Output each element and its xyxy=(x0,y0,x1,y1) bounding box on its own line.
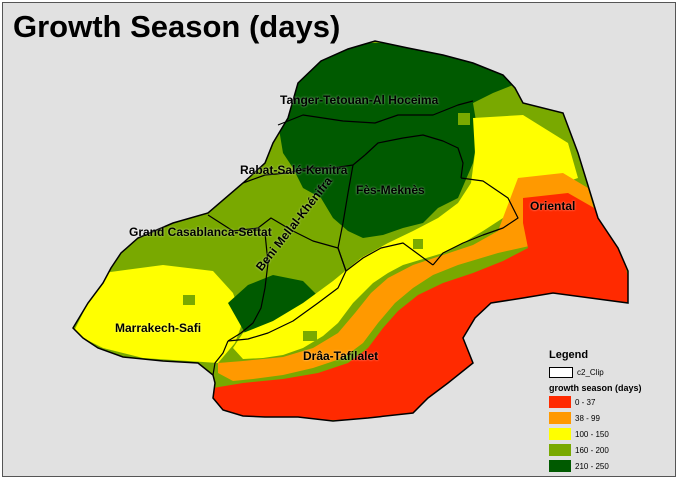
legend-swatch xyxy=(549,460,571,472)
legend-title: Legend xyxy=(549,349,589,361)
legend-class-item: 100 - 150 xyxy=(549,428,674,440)
legend-class-label: 0 - 37 xyxy=(575,397,596,407)
map-title: Growth Season (days) xyxy=(13,9,341,44)
legend-boundary-entry: c2_Clip xyxy=(549,367,674,378)
legend-swatch xyxy=(549,444,571,456)
legend: Legend c2_Clip growth season (days) 0 - … xyxy=(549,349,674,476)
map-frame: Growth Season (days) xyxy=(2,2,676,477)
region-label-tanger: Tanger-Tetouan-Al Hoceima xyxy=(280,93,439,107)
region-boundaries xyxy=(207,100,519,376)
legend-class-label: 160 - 200 xyxy=(575,445,609,455)
legend-subtitle: growth season (days) xyxy=(549,383,642,393)
legend-classes: 0 - 37 38 - 99 100 - 150 160 - 200 210 - 250 xyxy=(549,396,674,472)
region-label-marrakech: Marrakech-Safi xyxy=(115,321,202,335)
legend-class-label: 38 - 99 xyxy=(575,413,600,423)
legend-class-item: 210 - 250 xyxy=(549,460,674,472)
boundary-swatch xyxy=(549,367,573,378)
legend-class-item: 0 - 37 xyxy=(549,396,674,408)
map-canvas xyxy=(72,40,629,422)
legend-swatch xyxy=(549,428,571,440)
boundary-label: c2_Clip xyxy=(577,368,604,377)
legend-swatch xyxy=(549,412,571,424)
region-label-draa: Drâa-Tafilalet xyxy=(303,349,379,363)
region-label-fes: Fès-Meknès xyxy=(356,183,425,197)
region-label-rabat: Rabat-Salé-Kenitra xyxy=(240,163,348,177)
legend-class-label: 210 - 250 xyxy=(575,461,609,471)
region-label-casablanca: Grand Casablanca-Settat xyxy=(129,225,272,239)
legend-class-label: 100 - 150 xyxy=(575,429,609,439)
region-label-oriental: Oriental xyxy=(530,199,576,213)
legend-swatch xyxy=(549,396,571,408)
legend-class-item: 38 - 99 xyxy=(549,412,674,424)
legend-class-item: 160 - 200 xyxy=(549,444,674,456)
